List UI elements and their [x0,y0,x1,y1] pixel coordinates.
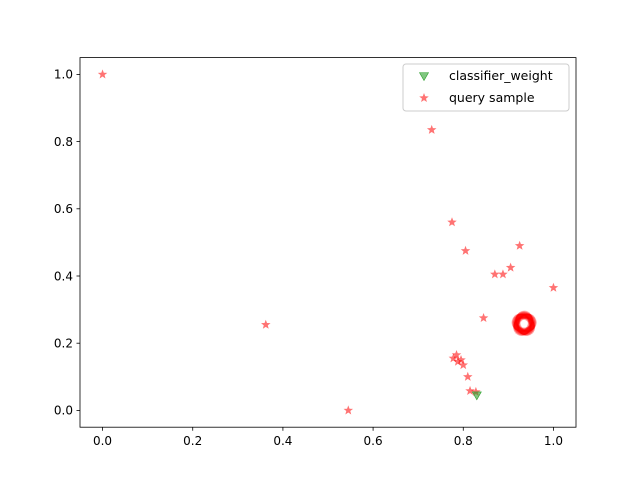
query-sample-point [343,405,354,415]
query-sample-point [465,385,475,395]
legend-star-icon [419,93,429,103]
x-tick-label: 0.0 [93,434,112,448]
x-tick-label: 0.2 [183,434,202,448]
query-sample-point [448,353,459,363]
x-tick-label: 0.8 [454,434,473,448]
query-sample-point [97,69,108,79]
x-tick-label: 0.4 [273,434,292,448]
y-tick-label: 0.0 [54,404,73,418]
legend-label-classifier-weight: classifier_weight [449,68,553,83]
legend: classifier_weight query sample [402,63,570,112]
query-sample-point [458,360,469,370]
legend-box [402,63,570,112]
x-tick-label: 1.0 [544,434,563,448]
query-sample-point [447,217,457,227]
query-sample-point [426,124,437,134]
y-tick-label: 0.8 [54,135,73,149]
query-sample-point [478,313,489,323]
y-axis: 0.0 0.2 0.4 0.6 0.8 1.0 [54,68,80,418]
x-tick-label: 0.6 [364,434,383,448]
y-tick-label: 0.2 [54,337,73,351]
x-axis: 0.0 0.2 0.4 0.6 0.8 1.0 [93,427,563,448]
query-sample-point [505,262,516,272]
plot-area [97,69,559,415]
query-sample-point [463,371,473,381]
query-sample-point [498,269,508,279]
legend-triangle-icon [418,72,430,82]
query-sample-point [548,282,559,292]
query-sample-point [453,356,463,366]
query-sample-point [456,355,466,365]
query-sample-point [514,240,525,250]
query-sample-point [261,319,271,329]
y-tick-label: 0.4 [54,269,73,283]
y-tick-label: 1.0 [54,68,73,82]
legend-marker-query-sample [419,93,429,103]
plot-frame [79,57,577,428]
legend-marker-classifier-weight [418,72,430,82]
query-sample-point [460,245,471,255]
query-sample-point [490,269,500,279]
query-sample-point [451,349,462,360]
query-sample-point [471,386,481,396]
legend-label-query-sample: query sample [449,90,535,105]
query-sample-point [527,319,537,329]
y-tick-label: 0.6 [54,202,73,216]
classifier-weight-point [471,391,482,401]
